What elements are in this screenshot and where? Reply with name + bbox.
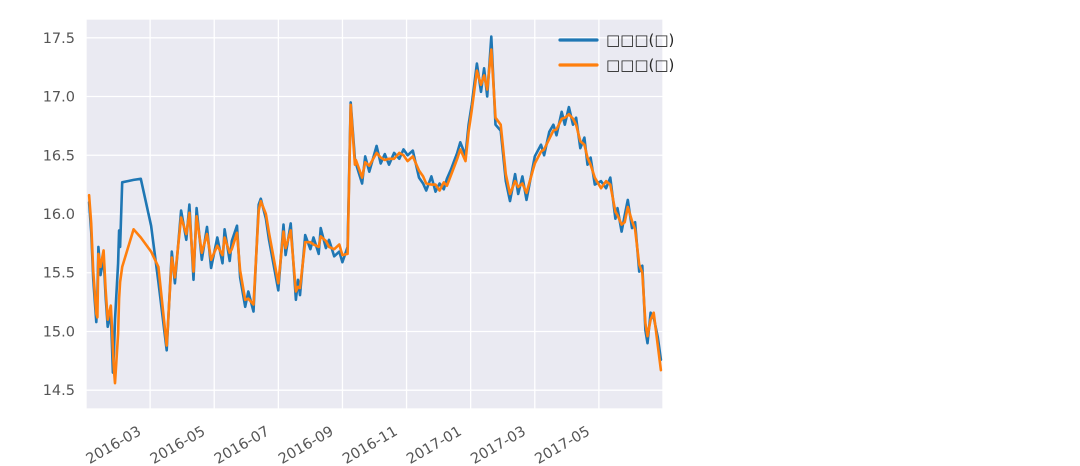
series-line-1 (87, 48, 663, 385)
grid (86, 19, 663, 409)
x-tick-label: 2016-07 (212, 424, 272, 466)
x-tick-label: 2017-01 (404, 424, 464, 466)
x-tick-label: 2017-05 (532, 424, 592, 466)
y-tick-label: 17.5 (43, 31, 75, 47)
y-tick-label: 14.5 (43, 383, 75, 399)
x-tick-label: 2016-09 (276, 424, 336, 466)
x-tick-label: 2016-05 (148, 424, 208, 466)
legend-label-1: □□□(□) (606, 56, 674, 74)
plot-border (85, 18, 664, 410)
legend: □□□(□) □□□(□) (558, 31, 674, 74)
x-tick-label: 2016-11 (340, 424, 400, 466)
y-tick-label: 16.5 (43, 148, 75, 164)
x-tick-label: 2016-03 (84, 424, 144, 466)
legend-label-0: □□□(□) (606, 31, 674, 49)
y-tick-label: 17.0 (43, 90, 75, 106)
x-tick-label: 2017-03 (468, 424, 528, 466)
y-tick-label: 16.0 (43, 207, 75, 223)
y-tick-label: 15.0 (43, 324, 75, 340)
y-tick-label: 15.5 (43, 266, 75, 282)
